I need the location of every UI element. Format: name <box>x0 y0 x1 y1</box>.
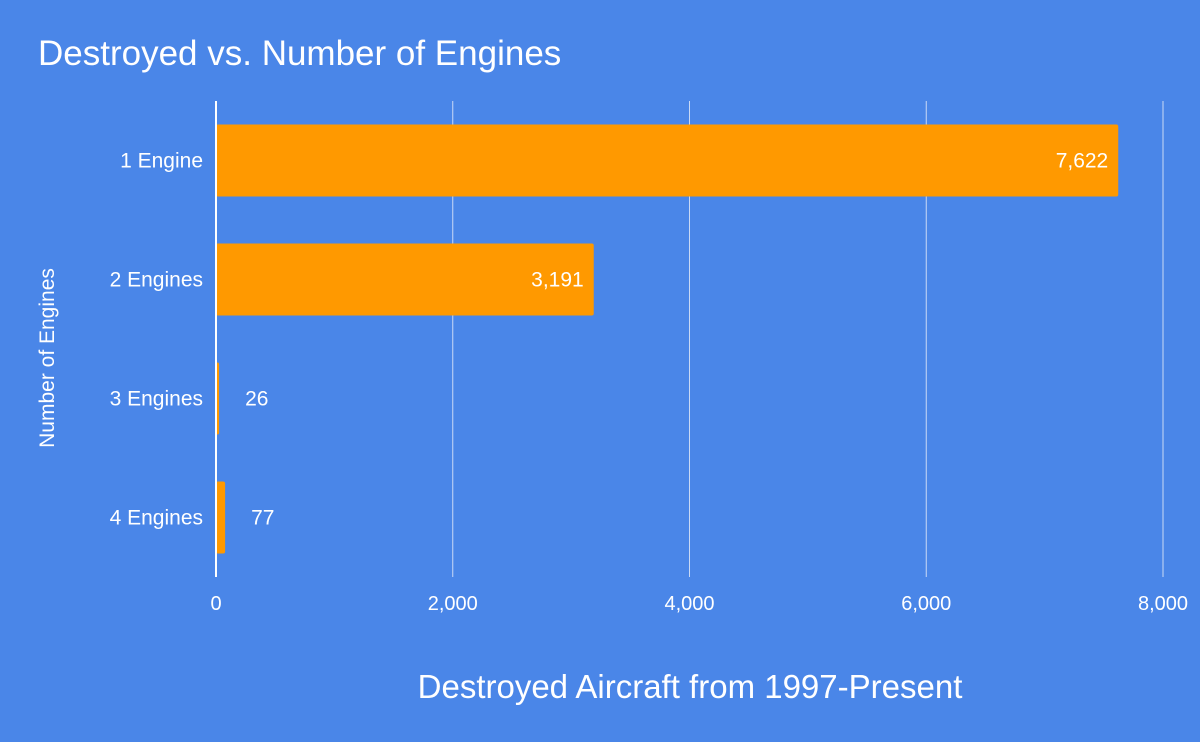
chart-title: Destroyed vs. Number of Engines <box>38 34 562 73</box>
y-tick-label: 4 Engines <box>110 507 203 530</box>
data-label: 77 <box>251 507 274 530</box>
x-tick-label: 8,000 <box>1138 593 1188 615</box>
data-label: 3,191 <box>531 269 584 292</box>
x-tick-label: 6,000 <box>901 593 951 615</box>
x-tick-label: 2,000 <box>428 593 478 615</box>
x-axis-title: Destroyed Aircraft from 1997-Present <box>417 668 963 705</box>
bar <box>216 243 594 316</box>
y-tick-label: 2 Engines <box>110 269 203 292</box>
data-label: 26 <box>245 388 268 411</box>
x-tick-label: 0 <box>210 593 221 615</box>
data-label: 7,622 <box>1056 150 1109 173</box>
y-tick-label: 3 Engines <box>110 388 203 411</box>
bar <box>216 124 1119 197</box>
bar <box>216 481 226 554</box>
x-tick-label: 4,000 <box>664 593 714 615</box>
y-tick-label: 1 Engine <box>120 150 203 173</box>
